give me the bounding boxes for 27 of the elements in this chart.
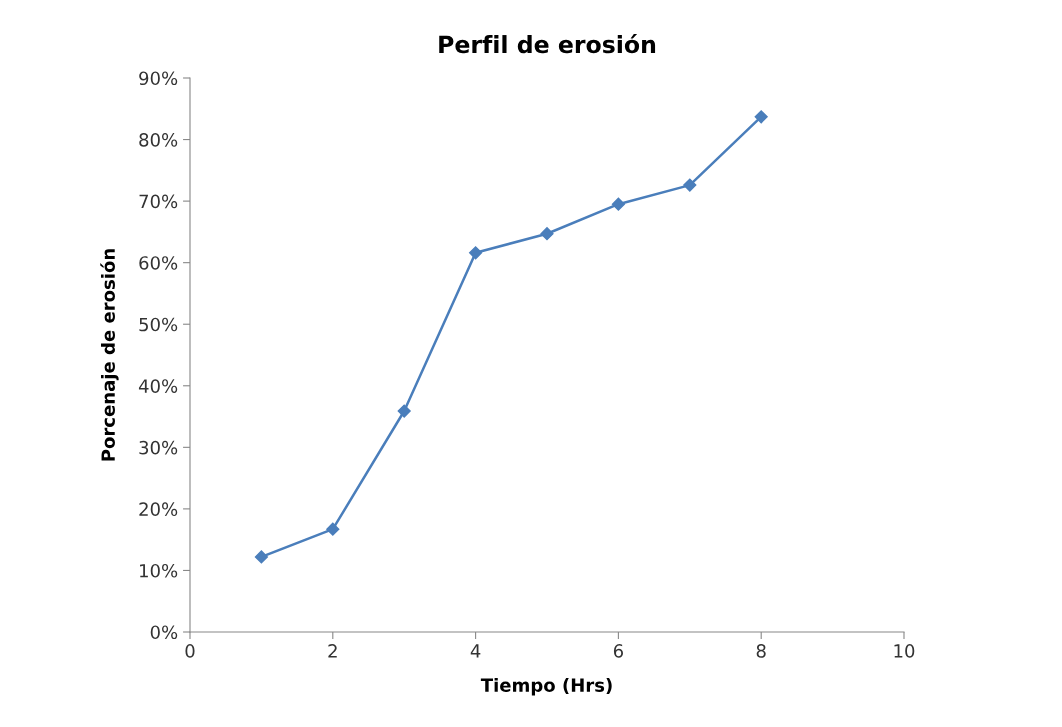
x-tick-label: 2 [328,644,337,658]
x-tick-label: 8 [756,644,766,658]
y-tick-label: 90% [139,71,178,86]
x-axis-title: Tiempo (Hrs) [480,677,612,696]
y-tick-label: 0% [150,625,178,640]
point [397,404,411,418]
point [326,522,340,536]
point [683,178,697,192]
point [540,227,554,241]
x-tick-label: 0 [185,644,195,658]
y-tick-label: 30% [139,440,178,455]
x-tick-label: 4 [470,644,481,658]
y-tick-label: 60% [139,256,178,270]
point [611,197,625,211]
y-tick-label: 70% [139,194,178,209]
y-tick-label: 80% [139,133,178,147]
x-tick-label: 6 [613,644,624,658]
x-tick-label: 10 [894,644,915,658]
y-tick-label: 50% [139,317,178,332]
point [469,246,483,260]
y-tick-label: 40% [138,379,178,393]
chart-title: Perfil de erosión [439,34,656,54]
y-axis-title: Porcenaje de erosión [100,249,119,461]
point [254,550,268,564]
point [754,110,768,124]
y-tick-label: 20% [139,502,178,517]
y-tick-label: 10% [140,563,178,578]
